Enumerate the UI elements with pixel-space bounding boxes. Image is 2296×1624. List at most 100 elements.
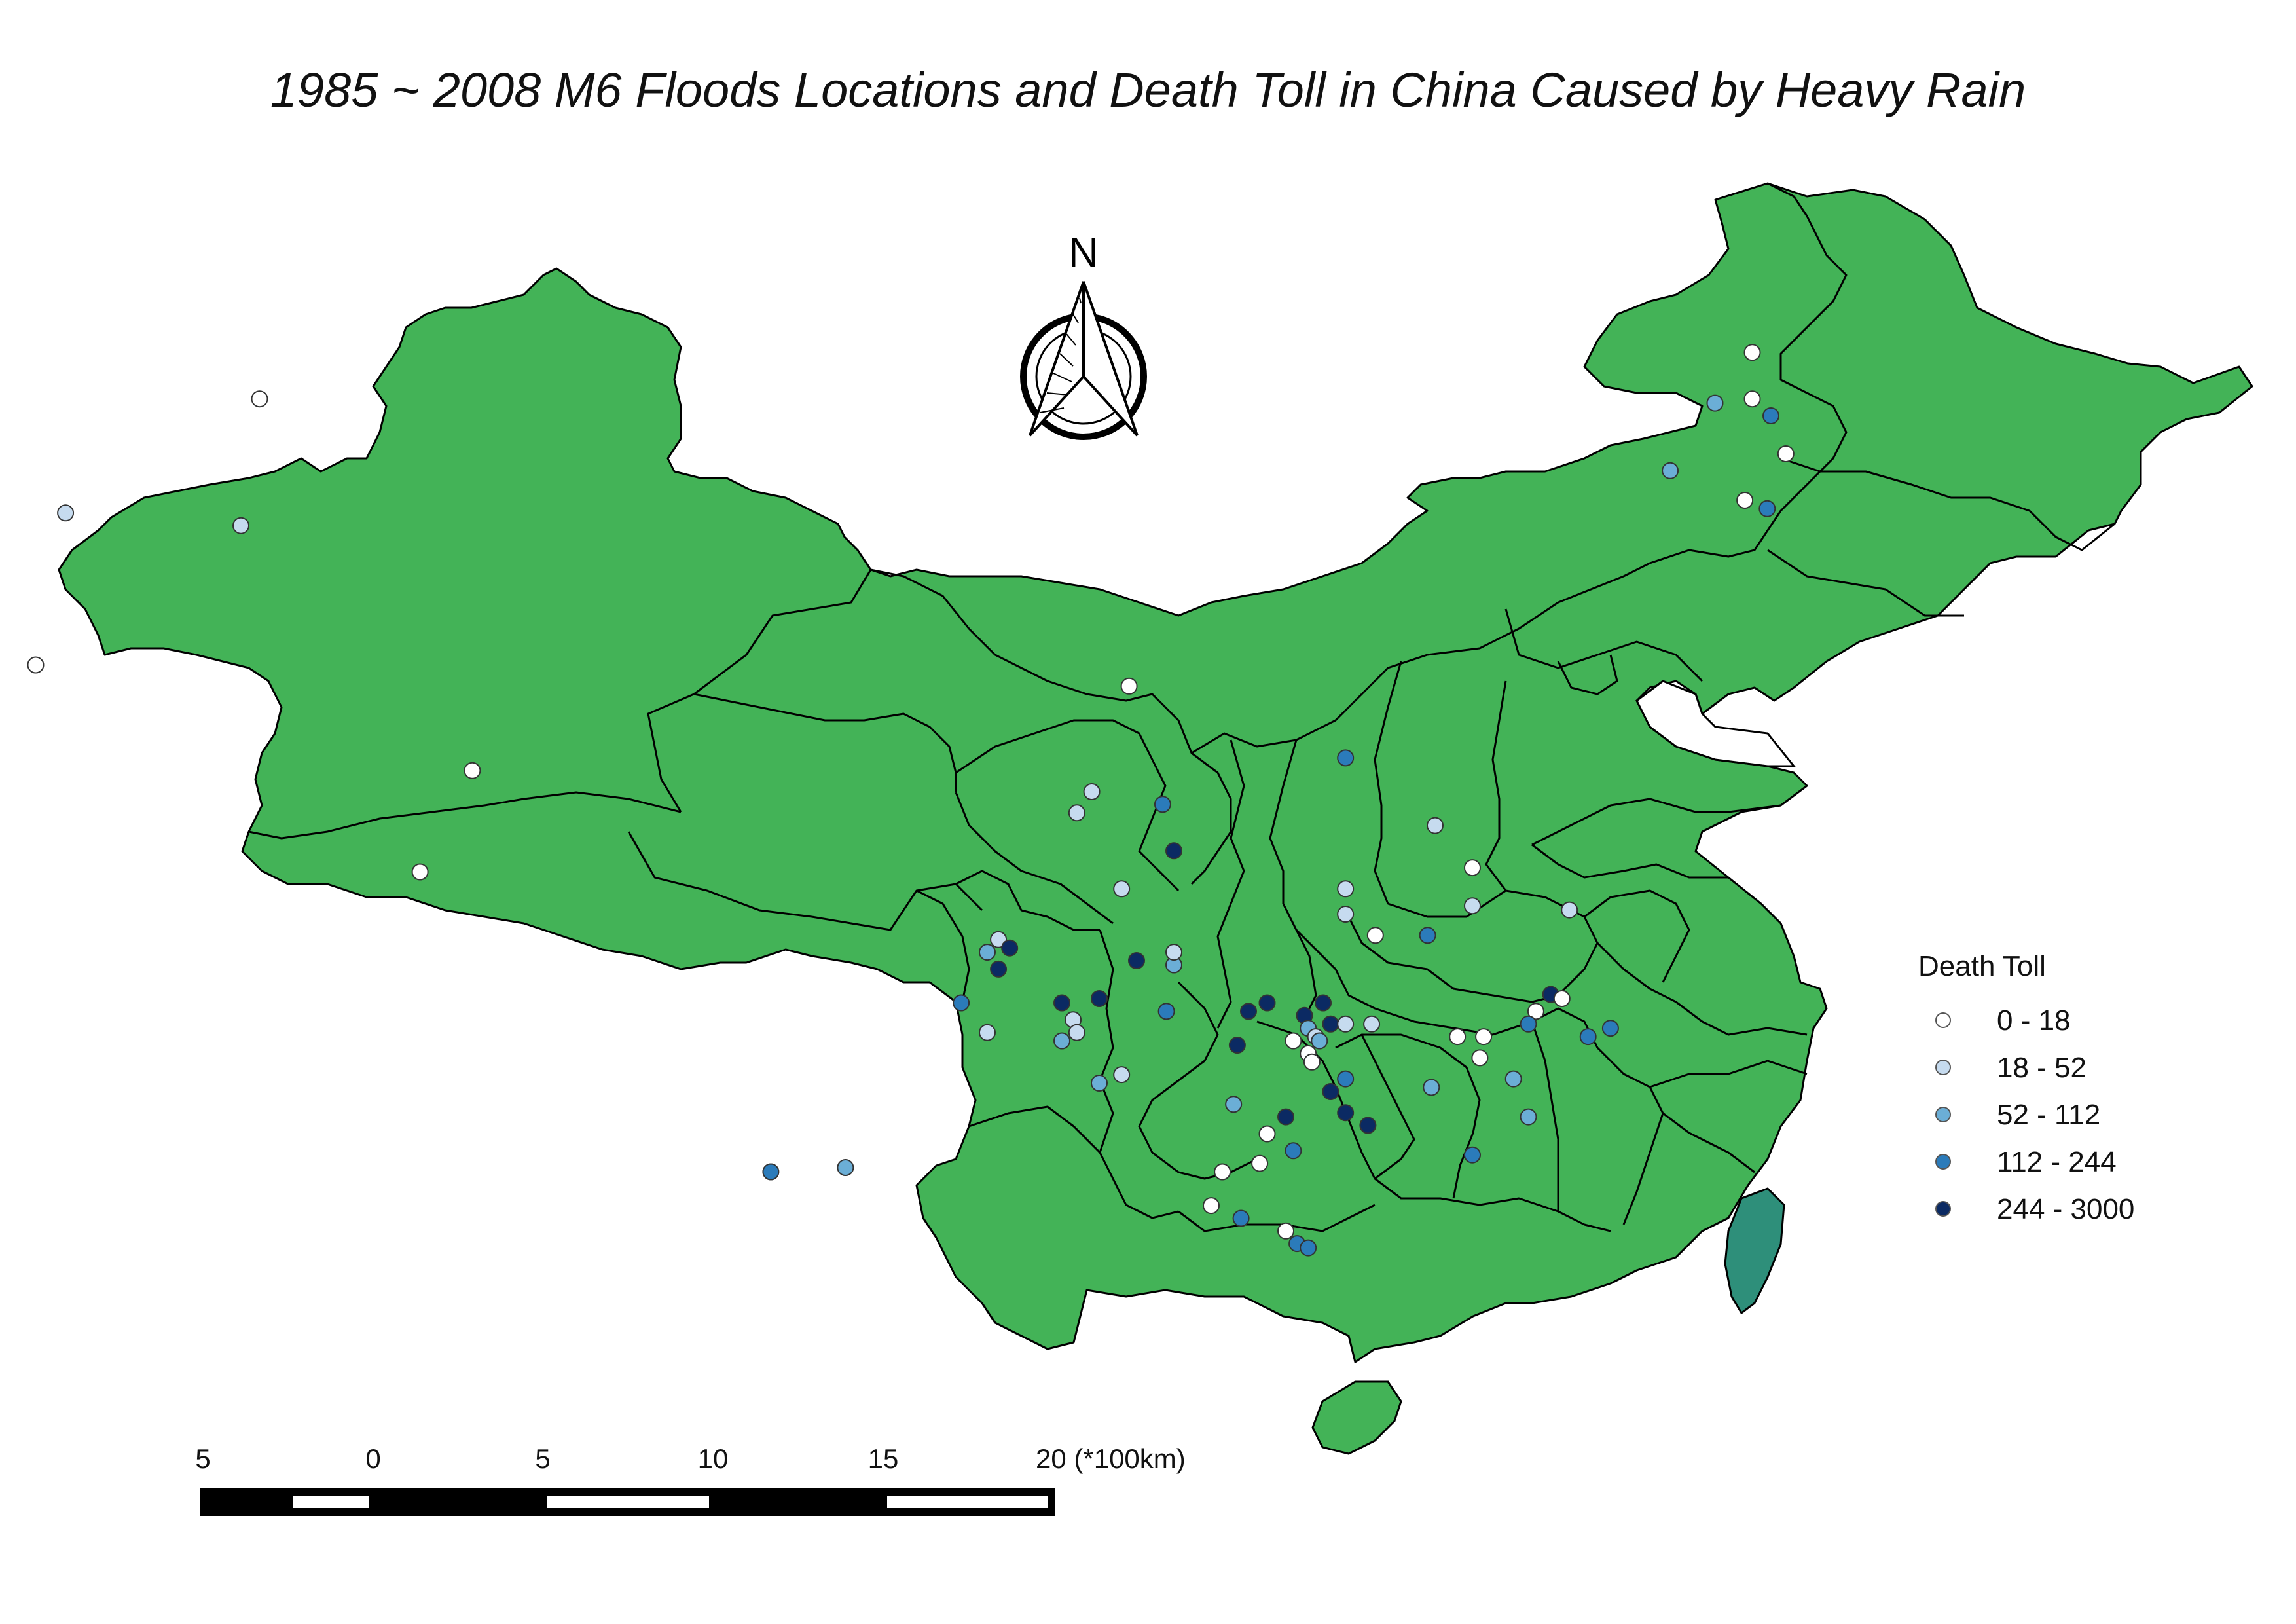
flood-point bbox=[57, 504, 75, 522]
flood-point bbox=[1553, 990, 1571, 1007]
flood-point bbox=[27, 656, 45, 674]
flood-point bbox=[1277, 1222, 1294, 1240]
flood-point bbox=[762, 1163, 780, 1181]
flood-point bbox=[1165, 944, 1182, 961]
flood-point bbox=[1120, 677, 1138, 695]
flood-point bbox=[1561, 901, 1578, 919]
flood-point bbox=[1736, 492, 1754, 509]
legend: Death Toll 0 - 18 18 - 52 52 - 112 112 -… bbox=[1918, 950, 2134, 1225]
map-title: 1985 ~ 2008 M6 Floods Locations and Deat… bbox=[270, 63, 2026, 117]
flood-point bbox=[1228, 1037, 1246, 1054]
flood-point bbox=[1251, 1154, 1269, 1172]
flood-point bbox=[1068, 804, 1085, 822]
flood-point bbox=[1337, 1104, 1355, 1122]
flood-point bbox=[1232, 1209, 1250, 1227]
flood-point bbox=[1359, 1116, 1377, 1134]
flood-point bbox=[1423, 1079, 1440, 1096]
flood-point bbox=[979, 1024, 996, 1041]
legend-item: 244 - 3000 bbox=[1935, 1193, 2134, 1225]
flood-point bbox=[1322, 1015, 1339, 1033]
flood-point bbox=[1449, 1028, 1467, 1046]
flood-point bbox=[1337, 906, 1355, 923]
flood-point bbox=[1777, 445, 1795, 462]
legend-swatch bbox=[1935, 1060, 1951, 1075]
flood-point bbox=[953, 994, 970, 1012]
scale-bar-segment bbox=[293, 1496, 369, 1508]
legend-label: 18 - 52 bbox=[1997, 1052, 2086, 1084]
flood-point bbox=[1240, 1003, 1257, 1020]
flood-point bbox=[1165, 842, 1182, 860]
bohai-gulf bbox=[1635, 680, 1796, 767]
flood-point bbox=[1068, 1024, 1085, 1041]
flood-point bbox=[1579, 1028, 1597, 1046]
flood-point bbox=[1504, 1070, 1522, 1088]
flood-point bbox=[1601, 1020, 1619, 1037]
legend-label: 52 - 112 bbox=[1997, 1099, 2100, 1131]
flood-point bbox=[1427, 817, 1444, 834]
flood-point bbox=[1258, 1125, 1276, 1143]
legend-title: Death Toll bbox=[1918, 950, 2046, 982]
north-label: N bbox=[1068, 229, 1099, 276]
flood-point bbox=[1471, 1049, 1489, 1067]
flood-point bbox=[1128, 952, 1145, 969]
flood-point bbox=[990, 931, 1008, 948]
china-mainland bbox=[58, 182, 2253, 1363]
scale-bar: 5 0 5 10 15 20 (*100km) bbox=[195, 1443, 1186, 1516]
flood-point bbox=[1366, 927, 1384, 944]
flood-point bbox=[1091, 990, 1108, 1007]
scale-label: 0 bbox=[365, 1443, 380, 1474]
flood-point bbox=[1113, 1066, 1131, 1084]
legend-swatch bbox=[1935, 1012, 1951, 1028]
scale-label: 10 bbox=[698, 1443, 729, 1474]
scale-label: 15 bbox=[868, 1443, 899, 1474]
flood-point bbox=[1113, 880, 1131, 898]
flood-point bbox=[1743, 390, 1761, 408]
flood-point bbox=[1475, 1028, 1493, 1046]
flood-point bbox=[232, 517, 249, 534]
flood-point bbox=[1520, 1108, 1537, 1126]
flood-point bbox=[1337, 1015, 1355, 1033]
flood-point bbox=[1214, 1163, 1231, 1181]
flood-point bbox=[1662, 462, 1679, 479]
flood-point bbox=[1303, 1053, 1321, 1071]
flood-point bbox=[1083, 783, 1101, 800]
flood-point bbox=[1464, 897, 1481, 915]
flood-point bbox=[1001, 939, 1019, 957]
scale-bar-segment bbox=[547, 1496, 709, 1508]
flood-point bbox=[1203, 1197, 1220, 1215]
flood-point bbox=[1419, 927, 1436, 944]
flood-point bbox=[1157, 1003, 1175, 1020]
flood-point bbox=[411, 863, 429, 881]
legend-swatch bbox=[1935, 1107, 1951, 1122]
scale-label: 5 bbox=[535, 1443, 550, 1474]
legend-item: 0 - 18 bbox=[1935, 1005, 2071, 1037]
flood-point bbox=[1706, 394, 1724, 412]
flood-point bbox=[1091, 1075, 1108, 1092]
flood-point bbox=[1315, 994, 1332, 1012]
legend-item: 18 - 52 bbox=[1935, 1052, 2086, 1084]
flood-point bbox=[837, 1159, 854, 1176]
scale-label: 20 (*100km) bbox=[1036, 1443, 1186, 1474]
flood-point bbox=[1758, 500, 1776, 517]
flood-point bbox=[1311, 1032, 1328, 1050]
flood-point bbox=[1053, 994, 1070, 1012]
flood-point bbox=[1337, 1070, 1355, 1088]
flood-point bbox=[990, 960, 1008, 978]
flood-point bbox=[1154, 796, 1171, 813]
flood-point bbox=[1337, 880, 1355, 898]
flood-point bbox=[1225, 1096, 1243, 1113]
legend-item: 112 - 244 bbox=[1935, 1146, 2117, 1178]
flood-point bbox=[1743, 344, 1761, 361]
flood-point bbox=[1053, 1032, 1070, 1050]
flood-point bbox=[1363, 1015, 1381, 1033]
flood-point bbox=[1464, 1146, 1481, 1164]
legend-item: 52 - 112 bbox=[1935, 1099, 2100, 1131]
legend-label: 112 - 244 bbox=[1997, 1146, 2117, 1178]
taiwan-island bbox=[1724, 1187, 1785, 1315]
legend-label: 0 - 18 bbox=[1997, 1005, 2071, 1037]
legend-swatch bbox=[1935, 1201, 1951, 1217]
legend-swatch bbox=[1935, 1154, 1951, 1170]
flood-point bbox=[1285, 1142, 1302, 1160]
flood-point bbox=[1527, 1003, 1544, 1020]
flood-point bbox=[1520, 1015, 1537, 1033]
